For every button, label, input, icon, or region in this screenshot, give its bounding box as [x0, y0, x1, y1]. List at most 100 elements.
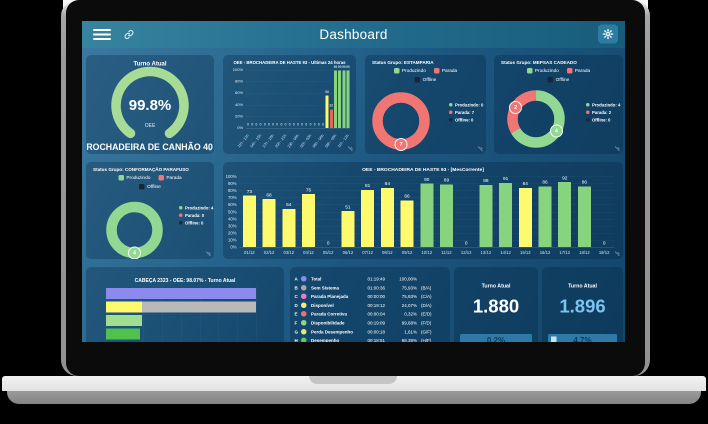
bar-value-label: 0: [267, 122, 270, 127]
horizontal-bar-row: [106, 288, 256, 299]
hamburger-menu-icon[interactable]: [93, 29, 111, 40]
bar-value-label: 99: [341, 65, 346, 69]
bar-value-label: 0: [322, 122, 324, 127]
resize-handle-icon[interactable]: [477, 146, 484, 153]
horizontal-bar-row: [106, 301, 256, 313]
legend-swatch: [414, 77, 421, 83]
legend-pill-offline[interactable]: Offline: [365, 77, 486, 83]
y-axis-tick-label: 80%: [234, 79, 243, 84]
detail-table-row: F Disponibilidade 00:19:09 99,68% (F/D): [290, 319, 450, 328]
detail-table-row: A Total 01:19:49 100,00%: [290, 275, 450, 284]
bar-value-label: 0: [602, 240, 606, 246]
legend-label: Parada: [441, 68, 458, 74]
legend-pill-parada[interactable]: Parada: [566, 68, 591, 74]
legend-swatch: [433, 68, 440, 74]
y-axis-tick-label: 70%: [227, 195, 237, 201]
shape: [205, 146, 211, 152]
bar-value-label: 99: [333, 65, 338, 69]
legend-pill-produzindo[interactable]: Produzindo: [393, 68, 426, 74]
shape: [614, 146, 620, 152]
detail-ratio: (F/D): [421, 320, 432, 326]
legend-pill-produzindo[interactable]: Produzindo: [118, 175, 150, 181]
detail-table-row: E Parada Corretiva 00:00:04 0,32% (E/D): [290, 310, 450, 319]
status-count-row: Parada: 2: [586, 109, 620, 117]
kpi-sparkline: [551, 336, 557, 342]
status-counts-legend: Produzindo: 4 Parada: 2 Offline: 0: [586, 101, 620, 124]
y-axis-tick-label: 60%: [227, 202, 237, 208]
detail-dot: [301, 328, 307, 335]
resize-handle-icon[interactable]: [205, 146, 212, 153]
resize-handle-icon[interactable]: [614, 251, 621, 258]
detail-ratio: (B/A): [421, 285, 432, 291]
card-status-mepsas: Status Grupo: MEPSAS CADEADO Produzindo P…: [494, 55, 623, 154]
x-axis-tick-label: 15/12: [519, 250, 531, 255]
bar-value-label: 0: [288, 122, 291, 127]
horizontal-bar-row: [106, 315, 256, 326]
legend-pill-offline[interactable]: Offline: [494, 77, 623, 83]
legend-pill-parada[interactable]: Parada: [158, 175, 182, 181]
legend-pill-offline[interactable]: Offline: [86, 184, 214, 190]
legend-pill-parada[interactable]: Parada: [433, 68, 458, 74]
shape: [609, 30, 612, 33]
legend-label: Parada: [574, 68, 591, 74]
gridline: [246, 70, 350, 71]
bar: [242, 195, 256, 247]
detail-label: Disponibilidade: [311, 320, 345, 326]
bar: [333, 70, 337, 128]
bar-value-label: 0: [313, 122, 316, 127]
bar-value-label: 0: [276, 122, 279, 127]
gauge-arc: [111, 66, 189, 139]
shape: [124, 32, 131, 39]
x-axis-tick-label: 14/12: [500, 250, 511, 255]
detail-letter: G: [294, 329, 299, 335]
bar: [361, 189, 375, 247]
status-count-dot: [586, 110, 590, 114]
shape: [347, 146, 353, 152]
gridline: [246, 93, 350, 94]
detail-pct: 24,07%: [401, 302, 417, 308]
shape: [477, 146, 483, 152]
bar-value-label: 0: [272, 122, 274, 127]
resize-handle-icon[interactable]: [614, 146, 621, 153]
legend-pill-produzindo[interactable]: Produzindo: [526, 68, 559, 74]
resize-handle-icon[interactable]: [347, 146, 354, 153]
x-axis-tick-label: 09/12: [401, 250, 413, 255]
bar-value-label: 86: [581, 179, 588, 186]
bar-value-label: 68: [266, 192, 272, 198]
donut-slice-badge: 4: [128, 246, 141, 259]
bar-value-label: 91: [502, 176, 509, 182]
bar: [341, 211, 355, 247]
bar-value-label: 32: [329, 104, 334, 108]
x-axis-tick-label: 01/12: [244, 250, 255, 255]
status-count-label: Produzindo: 4: [185, 205, 214, 211]
legend-swatch: [393, 68, 400, 74]
horizontal-bar-row: [106, 328, 256, 340]
y-axis-tick-label: 90%: [227, 181, 237, 187]
bar: [558, 182, 572, 247]
detail-pct: 75,93%: [401, 285, 417, 291]
detail-time: 00:18:51: [367, 338, 385, 342]
gauge-metric-label: OEE: [144, 123, 156, 129]
resize-handle-icon[interactable]: [205, 251, 212, 258]
cabeca-bar-chart: [86, 267, 284, 342]
detail-time: 01:00:36: [367, 285, 385, 291]
legend-label: Offline: [147, 184, 161, 190]
link-icon[interactable]: [124, 30, 134, 40]
bar-value-label: 84: [384, 181, 390, 187]
hourly-bar-chart: 0% 20% 40% 60% 80% 100% 0 11h - 12h 0 0 0 14h - 15h…: [223, 55, 356, 154]
daily-chart-title: OEE - BROCHADEIRA DE HASTE 93 - [MesCorr…: [362, 167, 484, 173]
kpi-title: Turno Atual: [481, 283, 511, 289]
bar-value-label: 0: [251, 122, 254, 127]
settings-button[interactable]: [598, 24, 618, 44]
donut-slice-badge: 7: [394, 138, 408, 151]
x-axis-tick-label: 12/12: [460, 250, 472, 255]
x-axis-tick-label: 13/12: [480, 250, 492, 255]
donut-slice-badge: 2: [509, 100, 523, 114]
card-kpi-2: Turno Atual 1.896 4,7%: [542, 267, 623, 342]
detail-pct: 99,68%: [401, 320, 417, 326]
legend-label: Produzindo: [534, 68, 559, 74]
status-count-dot: [586, 103, 590, 107]
shape: [93, 38, 111, 40]
detail-label: Perda Desempenho: [311, 329, 354, 335]
detail-time: 00:00:00: [367, 294, 385, 300]
